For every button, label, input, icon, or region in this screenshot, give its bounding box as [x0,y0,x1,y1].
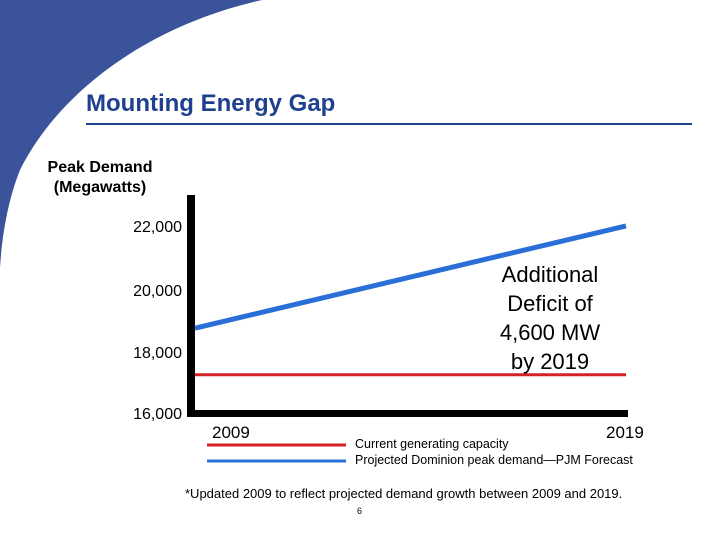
x-tick-label: 2019 [606,423,644,442]
y-tick-label: 16,000 [133,406,182,423]
y-axis-line [187,195,195,417]
title-underline [86,123,692,125]
annotation-line: Additional [501,262,599,287]
y-tick-label: 20,000 [133,283,182,300]
page-number: 6 [357,506,363,516]
y-tick-label: 22,000 [133,219,182,236]
deficit-annotation: Additional Deficit of 4,600 MW by 2019 [480,260,620,376]
y-axis-label: Peak Demand (Megawatts) [30,158,170,198]
y-axis-label-line2: (Megawatts) [53,179,147,196]
y-tick-label: 18,000 [133,345,182,362]
x-tick-label: 2009 [212,423,250,442]
annotation-line: Deficit of [507,291,593,316]
annotation-line: 4,600 MW [499,320,601,345]
slide-title: Mounting Energy Gap [86,90,336,117]
series-line-projected-demand [194,223,627,331]
annotation-line: by 2019 [510,349,590,374]
y-axis-label-line1: Peak Demand [47,159,153,176]
legend-label-current-capacity: Current generating capacity [355,437,509,451]
x-axis-line [187,410,628,417]
legend-label-projected-demand: Projected Dominion peak demand—PJM Forec… [355,453,633,467]
footnote-text: *Updated 2009 to reflect projected deman… [185,486,623,501]
footnote: *Updated 2009 to reflect projected deman… [185,486,622,501]
